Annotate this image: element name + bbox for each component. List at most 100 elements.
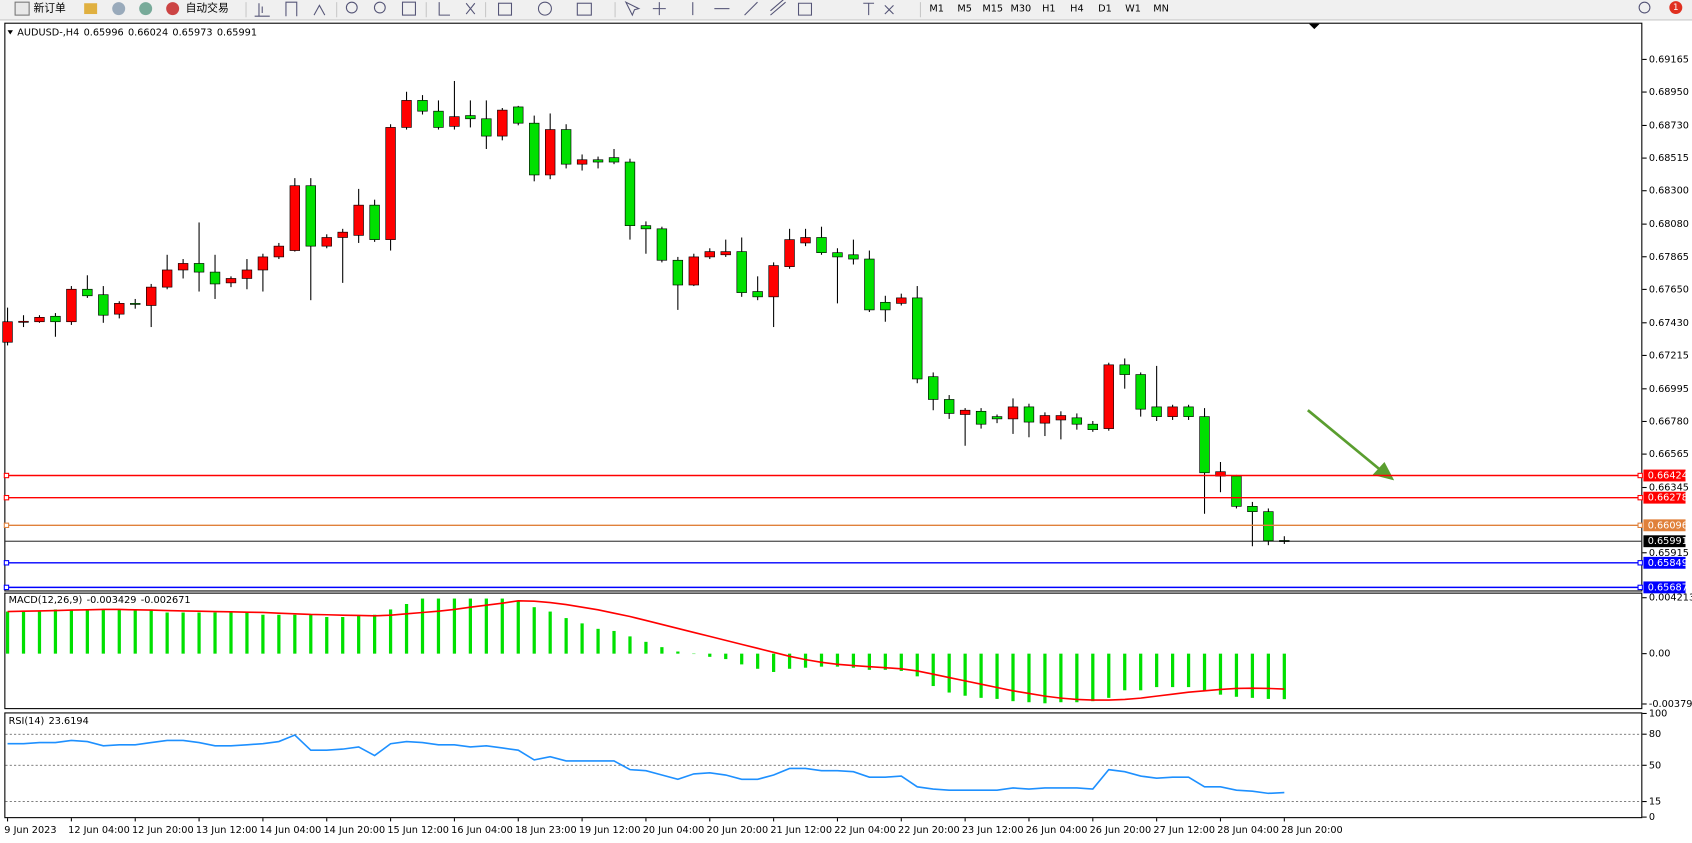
timeframe-button[interactable]: W1 bbox=[1125, 4, 1141, 15]
candle-body bbox=[321, 237, 332, 247]
candle-body bbox=[943, 399, 955, 414]
timeframe-button[interactable]: MN bbox=[1153, 4, 1169, 15]
x-tick-label: 18 Jun 23:00 bbox=[515, 825, 577, 836]
candle-body bbox=[880, 301, 891, 311]
auto-trading-icon[interactable] bbox=[166, 2, 180, 16]
y-tick-label: 0.00 bbox=[1649, 649, 1671, 660]
y-tick-label: 0.69165 bbox=[1649, 54, 1689, 65]
candle-body bbox=[784, 239, 795, 267]
current-price-label: 0.65991 bbox=[1648, 536, 1688, 547]
candle-body bbox=[289, 185, 301, 251]
price-level-label: 0.66278 bbox=[1648, 493, 1688, 504]
price-level-handle bbox=[1637, 522, 1643, 528]
y-tick-label: 0.004213 bbox=[1649, 593, 1692, 604]
candle-body bbox=[2, 321, 13, 343]
x-tick-label: 22 Jun 20:00 bbox=[898, 825, 960, 836]
candle-body bbox=[560, 129, 572, 165]
y-tick-label: 0.67650 bbox=[1649, 284, 1689, 295]
candle-body bbox=[417, 100, 428, 112]
auto-trading-button[interactable]: 自动交易 bbox=[186, 2, 229, 15]
candle-body bbox=[513, 106, 524, 124]
main-plot-frame bbox=[4, 22, 1643, 592]
notification-badge[interactable] bbox=[1669, 1, 1683, 15]
y-tick-label: 0 bbox=[1649, 812, 1655, 823]
x-tick-label: 12 Jun 20:00 bbox=[132, 825, 194, 836]
price-level-handle bbox=[3, 522, 10, 528]
x-tick-label: 22 Jun 04:00 bbox=[834, 825, 896, 836]
candle-body bbox=[768, 265, 779, 298]
price-level-label: 0.65849 bbox=[1648, 558, 1688, 569]
arrow-shaft bbox=[1306, 409, 1383, 472]
candle-body bbox=[1119, 364, 1130, 375]
x-tick-label: 14 Jun 04:00 bbox=[260, 825, 322, 836]
low-value: 0.65973 bbox=[172, 27, 212, 38]
toolbar-icon[interactable] bbox=[84, 3, 98, 15]
timeframe-button[interactable]: H1 bbox=[1042, 4, 1055, 15]
high-value: 0.66024 bbox=[128, 27, 168, 38]
y-tick-label: -0.003792 bbox=[1649, 699, 1692, 710]
chart-header: AUDUSD-,H4 0.65996 0.66024 0.65973 0.65991 bbox=[17, 27, 257, 38]
price-level-tag bbox=[1643, 519, 1686, 532]
candle-body bbox=[34, 317, 45, 323]
candle-body bbox=[353, 204, 364, 236]
x-tick-label: 28 Jun 20:00 bbox=[1281, 825, 1343, 836]
rsi-header: RSI(14) 23.6194 bbox=[9, 716, 89, 727]
x-tick-label: 14 Jun 20:00 bbox=[324, 825, 386, 836]
y-tick-label: 0.67430 bbox=[1649, 318, 1689, 329]
y-tick-label: 0.68730 bbox=[1649, 120, 1689, 131]
price-level-handle bbox=[3, 560, 10, 566]
rsi-value: 23.6194 bbox=[49, 716, 89, 727]
price-level-tag bbox=[1643, 556, 1686, 569]
symbol-menu-arrow[interactable] bbox=[7, 30, 13, 35]
y-tick-label: 0.68950 bbox=[1649, 87, 1689, 98]
candle-body bbox=[481, 118, 492, 137]
candle-body bbox=[640, 225, 652, 230]
toolbar-separators bbox=[245, 2, 921, 18]
candle-body bbox=[257, 256, 269, 271]
candle-body bbox=[305, 185, 316, 247]
candle-body bbox=[241, 269, 253, 279]
y-tick-label: 0.66780 bbox=[1649, 416, 1689, 427]
candle-body bbox=[896, 297, 907, 304]
toolbar-icon[interactable] bbox=[112, 2, 126, 16]
candle-body bbox=[433, 110, 444, 128]
timeframe-button[interactable]: M15 bbox=[982, 4, 1003, 15]
price-level-handle bbox=[1637, 560, 1643, 566]
price-level-handle bbox=[3, 494, 10, 501]
candle-body bbox=[18, 320, 29, 323]
timeframe-button[interactable]: M5 bbox=[957, 4, 972, 15]
new-order-icon[interactable] bbox=[14, 1, 30, 16]
macd-value: -0.003429 bbox=[87, 595, 137, 606]
search-icon[interactable] bbox=[1638, 1, 1651, 14]
candle-body bbox=[1087, 423, 1098, 430]
price-level-label: 0.66424 bbox=[1648, 471, 1688, 482]
y-tick-label: 0.68300 bbox=[1649, 186, 1689, 197]
toolbar bbox=[0, 0, 1692, 20]
chart-shift-marker[interactable] bbox=[1308, 23, 1320, 30]
candle-body bbox=[1007, 406, 1019, 420]
timeframe-button[interactable]: M1 bbox=[929, 4, 944, 15]
y-tick-label: 0.66345 bbox=[1649, 483, 1689, 494]
y-tick-label: 0.65915 bbox=[1649, 548, 1689, 559]
candle-body bbox=[1263, 511, 1274, 542]
y-tick-label: 100 bbox=[1649, 708, 1668, 719]
toolbar-tools[interactable] bbox=[254, 0, 894, 17]
notification-count[interactable]: 1 bbox=[1673, 3, 1678, 13]
candle-body bbox=[720, 251, 731, 256]
candle-body bbox=[130, 303, 141, 305]
candle-body bbox=[146, 286, 157, 306]
candle-body bbox=[1135, 374, 1146, 410]
timeframe-button[interactable]: D1 bbox=[1098, 4, 1112, 15]
y-tick-label: 80 bbox=[1649, 729, 1661, 740]
candle-body bbox=[1103, 364, 1114, 429]
y-tick-label: 0.66565 bbox=[1649, 449, 1689, 460]
new-order-button[interactable]: 新订单 bbox=[33, 2, 66, 15]
timeframe-button[interactable]: M30 bbox=[1010, 4, 1031, 15]
toolbar-icon[interactable] bbox=[139, 2, 153, 16]
candle-body bbox=[1183, 406, 1194, 417]
timeframe-button[interactable]: H4 bbox=[1070, 4, 1083, 15]
candle-body bbox=[576, 159, 588, 165]
x-tick-label: 27 Jun 12:00 bbox=[1153, 825, 1215, 836]
candle-body bbox=[912, 297, 923, 380]
